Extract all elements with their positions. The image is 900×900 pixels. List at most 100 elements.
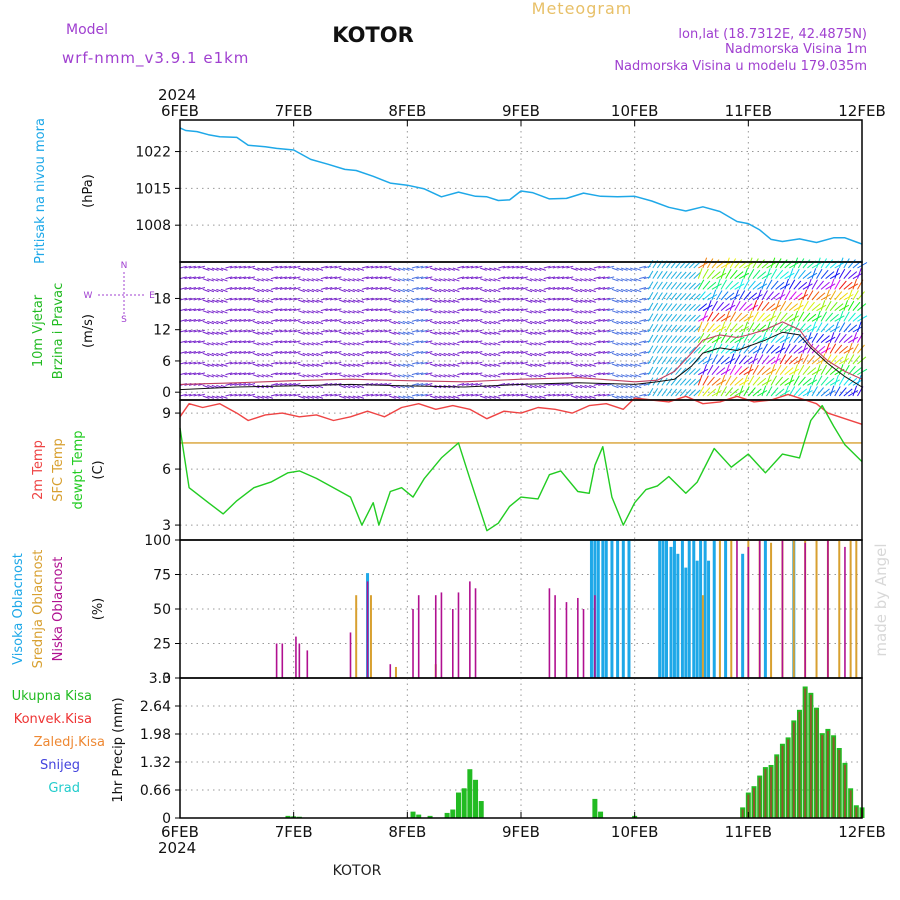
wind-barb <box>388 288 396 293</box>
wind-barb <box>734 354 741 365</box>
wind-barb <box>334 329 342 333</box>
wind-barb <box>829 313 839 322</box>
wind-barb <box>398 363 405 367</box>
wind-barb <box>261 310 269 314</box>
wind-barb <box>202 363 210 367</box>
wind-barb <box>761 313 771 322</box>
wind-barb <box>320 308 328 312</box>
wind-barb <box>702 310 708 322</box>
wind-barb <box>570 363 578 367</box>
wind-barb <box>593 297 601 301</box>
wind-barb <box>575 342 583 346</box>
wind-barb <box>661 292 668 301</box>
wind-barb <box>257 374 265 378</box>
wind-barb <box>620 331 628 335</box>
wind-barb <box>366 361 374 365</box>
wind-barb <box>620 278 628 282</box>
wind-barb <box>516 340 524 344</box>
wind-barb <box>425 383 433 386</box>
wind-barb <box>502 308 510 312</box>
wind-barb <box>566 319 574 322</box>
wind-barb <box>734 283 745 290</box>
wind-barb <box>198 340 206 344</box>
wind-barb <box>766 321 771 333</box>
wind-barb <box>407 331 415 335</box>
wind-barb <box>238 329 246 333</box>
wind-barb <box>766 374 771 386</box>
wind-barb <box>375 265 383 269</box>
wind-barb <box>516 361 524 365</box>
wind-barb <box>516 393 524 397</box>
wind-barb <box>252 320 260 325</box>
wind-barb <box>757 271 767 280</box>
wind-barb <box>847 312 856 322</box>
wind-barb <box>729 311 737 322</box>
wind-barb <box>766 315 777 322</box>
wind-barb <box>707 323 715 333</box>
wind-barb <box>702 364 708 375</box>
wind-barb <box>589 363 596 367</box>
wind-barb <box>534 299 542 303</box>
wind-barb <box>829 290 837 301</box>
wind-barb <box>348 363 355 367</box>
wind-barb <box>743 321 749 333</box>
wind-barb <box>461 319 469 322</box>
wind-barb <box>552 329 560 333</box>
wind-barb <box>493 288 501 293</box>
wind-barb <box>838 310 844 322</box>
wind-barb <box>238 287 246 290</box>
cloud-bar <box>687 540 691 678</box>
precip-bar <box>467 769 473 818</box>
wind-barb <box>298 320 305 325</box>
x-tick-label-top: 8FEB <box>388 102 426 120</box>
wind-barb <box>684 346 692 354</box>
wind-ylabel: 10m Vjetar <box>31 294 46 367</box>
wind-barb <box>216 352 224 357</box>
wind-barb <box>525 278 533 282</box>
wind-barb <box>620 352 628 357</box>
wind-barb <box>461 340 469 344</box>
wind-barb <box>266 352 274 357</box>
wind-barb <box>611 395 619 399</box>
wind-barb <box>752 353 758 365</box>
wind-barb <box>548 361 556 365</box>
wind-barb <box>470 361 478 365</box>
wind-barb <box>525 342 533 346</box>
wind-barb <box>379 287 387 290</box>
wind-barb <box>507 297 515 301</box>
wind-barb <box>193 372 201 376</box>
wind-barb <box>357 288 365 293</box>
wind-barb <box>334 372 342 376</box>
wind-barb <box>552 372 560 376</box>
wind-barb <box>543 308 551 312</box>
cloud-bar <box>747 546 750 678</box>
wind-barb <box>539 278 546 282</box>
wind-barbs <box>179 257 868 399</box>
wind-barb <box>693 293 701 301</box>
wind-barb <box>829 379 840 386</box>
cloud-bar <box>457 592 460 678</box>
wind-barb <box>257 299 265 303</box>
wind-barb <box>820 376 829 386</box>
cloud-bar <box>695 560 699 678</box>
temp-2m-line <box>179 393 863 425</box>
wind-barb <box>656 270 663 279</box>
wind-barb <box>420 340 428 344</box>
wind-barb <box>598 319 606 322</box>
wind-barb <box>675 314 682 322</box>
cloud-bar <box>661 540 665 678</box>
wind-barb <box>834 344 843 354</box>
wind-barb <box>348 278 355 282</box>
wind-barb <box>229 340 237 344</box>
wind-barb <box>479 299 487 303</box>
precip-bar-conv <box>798 711 801 818</box>
precip-bar <box>410 811 416 818</box>
wind-barb <box>198 265 206 269</box>
wind-barb <box>407 299 415 303</box>
wind-barb <box>775 300 780 311</box>
wind-barb <box>679 378 687 386</box>
wind-barb <box>452 267 460 271</box>
cloud-bar <box>676 553 680 678</box>
wind-barb <box>429 320 437 325</box>
